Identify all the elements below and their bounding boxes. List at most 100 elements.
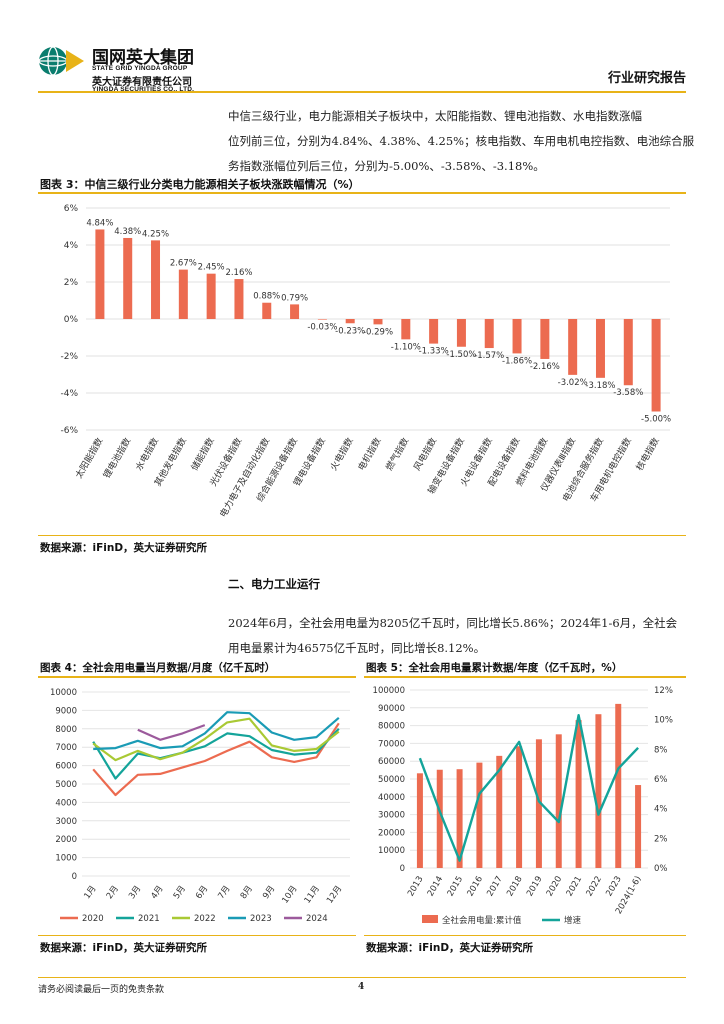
- chart4-category-label: 7月: [216, 884, 232, 901]
- chart5-ytick-right-label: 4%: [654, 805, 668, 815]
- chart3-bar: [317, 319, 327, 320]
- chart3-title: 图表 3：中信三级行业分类电力能源相关子板块涨跌幅情况（%）: [40, 178, 360, 191]
- chart5-bar: [555, 734, 562, 868]
- chart5-ytick-left-label: 40000: [378, 793, 405, 803]
- chart5-ytick-left-label: 0: [400, 864, 405, 874]
- chart5-category-label: 2018: [505, 875, 524, 899]
- chart3-value-label: 2.16%: [225, 268, 252, 278]
- chart4-ytick-label: 8000: [55, 725, 77, 735]
- chart4-category-label: 12月: [325, 884, 344, 906]
- chart3-bar: [123, 237, 133, 319]
- chart3-value-label: 4.84%: [86, 218, 113, 228]
- chart3-category-label: 风电指数: [411, 436, 439, 473]
- chart5-bar: [615, 703, 622, 868]
- chart5-bar: [436, 769, 443, 868]
- report-type: 行业研究报告: [607, 71, 686, 86]
- chart5-legend-swatch-bar: [422, 915, 438, 923]
- chart4-ytick-label: 9000: [55, 706, 77, 716]
- chart3-bar: [456, 319, 466, 347]
- chart4-category-label: 3月: [127, 884, 143, 901]
- chart3-value-label: 4.38%: [114, 227, 141, 237]
- chart4-legend-label: 2024: [306, 914, 328, 924]
- chart4-category-label: 1月: [82, 884, 98, 901]
- chart3-bar: [234, 279, 244, 319]
- chart5-title: 图表 5：全社会用电量累计数据/年度（亿千瓦时，%）: [366, 662, 623, 674]
- chart3-value-label: -3.58%: [613, 388, 643, 398]
- chart3-ytick-label: 2%: [64, 278, 79, 288]
- chart3-ytick-label: 0%: [64, 315, 79, 325]
- chart3-category-label: 储能指数: [188, 436, 216, 473]
- chart4-category-label: 11月: [303, 884, 322, 906]
- chart5-bar: [496, 755, 503, 868]
- chart5-ytick-left-label: 10000: [378, 846, 405, 856]
- chart3-category-label: 锂电池指数: [100, 436, 133, 481]
- chart3-value-label: -3.18%: [585, 381, 615, 391]
- chart3-value-label: -2.16%: [530, 362, 560, 372]
- header-divider: [38, 91, 686, 93]
- chart5-ytick-right-label: 10%: [654, 716, 673, 726]
- chart5-category-label: 2020: [545, 875, 564, 899]
- chart5-ytick-left-label: 50000: [378, 775, 405, 785]
- chart3-source: 数据来源：iFinD，英大证券研究所: [40, 542, 208, 554]
- chart3-value-label: -1.57%: [474, 351, 504, 361]
- chart4-category-label: 9月: [261, 884, 277, 901]
- chart3-value-label: -0.29%: [363, 327, 393, 337]
- chart3-category-label: 火电指数: [327, 436, 355, 473]
- chart4-category-label: 8月: [239, 884, 255, 901]
- chart4-ytick-label: 2000: [55, 835, 77, 845]
- subsidiary-name-cn: 英大证券有限责任公司: [92, 77, 192, 88]
- chart5-combo-chart: 0 10000 20000 30000 40000 50000 60000 70000 8000…: [373, 686, 673, 926]
- state-grid-logo-icon: [38, 46, 84, 76]
- chart5-category-label: 2019: [525, 875, 544, 899]
- chart3-value-label: 2.45%: [198, 263, 225, 273]
- chart4-series-line-2024: [137, 724, 206, 741]
- section2-title: 二、电力工业运行: [228, 577, 320, 591]
- chart5-bottom-rule: [364, 935, 686, 936]
- chart5-ytick-right-label: 8%: [654, 745, 668, 755]
- chart4-line-chart: 0 1000 2000 3000 4000 5000 6000 7000 8000 9000 100…: [50, 688, 350, 924]
- chart3-value-label: 2.67%: [170, 259, 197, 269]
- chart5-category-label: 2013: [406, 875, 425, 899]
- company-name-cn: 国网英大集团: [92, 48, 194, 68]
- chart3-category-label: 水电指数: [133, 436, 161, 473]
- chart5-ytick-right-label: 12%: [654, 686, 673, 696]
- chart4-series-line-2022: [92, 717, 340, 762]
- chart3-category-label: 太阳能指数: [73, 436, 106, 481]
- chart5-top-rule: [364, 676, 686, 678]
- chart5-legend-label-bar: 全社会用电量:累计值: [442, 915, 522, 926]
- chart3-value-label: 0.88%: [253, 292, 280, 302]
- chart4-series-line-2023: [93, 711, 340, 751]
- chart5-category-label: 2015: [446, 875, 465, 899]
- chart5-bar: [595, 714, 602, 868]
- chart3-top-rule: [38, 192, 686, 194]
- chart5-ytick-right-label: 6%: [654, 775, 668, 785]
- chart3-category-label: 电力电子及自动化指数: [217, 436, 272, 520]
- chart3-bar: [595, 319, 605, 378]
- chart4-category-label: 2月: [105, 884, 121, 901]
- chart4-legend-label: 2020: [82, 914, 104, 924]
- chart5-bar: [575, 720, 582, 868]
- chart3-category-label: 核电指数: [633, 436, 661, 473]
- chart4-ytick-label: 1000: [55, 854, 77, 864]
- chart3-bar: [623, 319, 633, 386]
- chart3-value-label: -0.23%: [335, 326, 365, 336]
- chart3-value-label: -1.33%: [419, 347, 449, 357]
- chart5-bar: [476, 762, 483, 868]
- chart4-title: 图表 4：全社会用电量当月数据/月度（亿千瓦时）: [40, 662, 276, 674]
- chart4-ytick-label: 7000: [55, 743, 77, 753]
- chart5-category-label: 2014: [426, 875, 445, 899]
- chart3-bar: [484, 319, 494, 349]
- chart3-bar-chart: 6% 4% 2% 0% -2% -4% -6% 4.84% 太阳能指数 4.38% 锂电池指数 4.2…: [60, 204, 671, 520]
- chart4-source: 数据来源：iFinD，英大证券研究所: [40, 942, 208, 954]
- chart5-category-label: 2022: [585, 875, 604, 899]
- chart3-bar: [373, 319, 383, 325]
- chart5-ytick-left-label: 100000: [373, 686, 405, 696]
- chart4-bottom-rule: [38, 935, 356, 936]
- chart3-ytick-label: 6%: [64, 204, 79, 214]
- chart5-ytick-right-label: 2%: [654, 834, 668, 844]
- chart5-ytick-left-label: 70000: [378, 739, 405, 749]
- chart3-bar: [206, 273, 216, 319]
- chart3-bar: [540, 319, 550, 359]
- chart4-legend-label: 2023: [250, 914, 272, 924]
- chart4-ytick-label: 3000: [55, 817, 77, 827]
